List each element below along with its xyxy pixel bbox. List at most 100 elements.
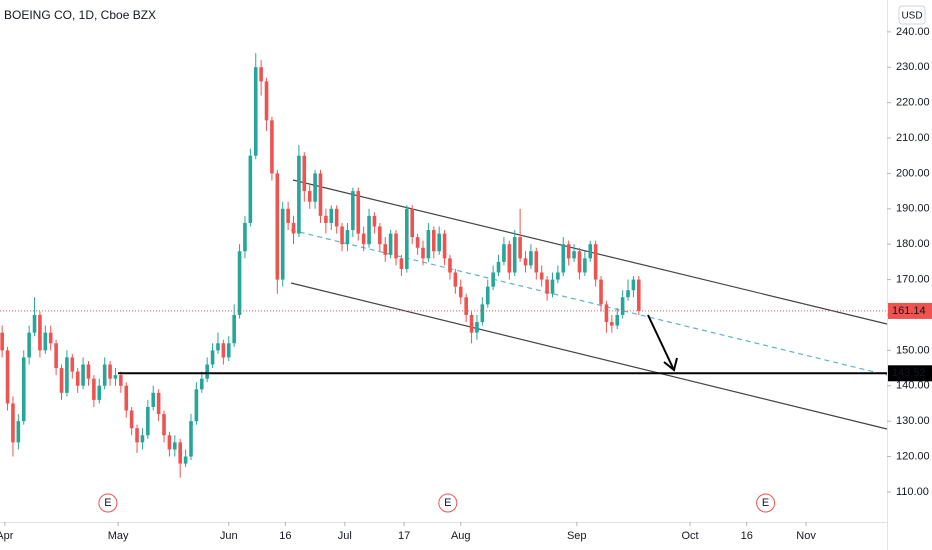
candle-body [291, 222, 296, 234]
candle-body [27, 332, 31, 358]
candle-body [54, 343, 58, 369]
y-tick-label: 150.00 [896, 344, 930, 356]
earnings-marker [438, 493, 458, 513]
candle-body [113, 375, 118, 379]
candle-body [491, 272, 495, 287]
earnings-marker [98, 493, 118, 513]
arrow-head [663, 357, 678, 372]
candle-body [329, 208, 334, 223]
candle-body [102, 364, 107, 386]
candle-body [151, 392, 156, 407]
candle-body [345, 230, 350, 245]
candle-body [221, 343, 226, 358]
candle-body [502, 244, 506, 262]
candle-body [318, 173, 323, 216]
candle-body [199, 378, 204, 390]
candle-body [610, 322, 614, 326]
candle-body [626, 290, 630, 298]
candle-body [324, 215, 328, 223]
candle-body [523, 258, 528, 266]
candle-body [539, 272, 544, 280]
candle-body [162, 414, 166, 436]
candle-body [485, 286, 490, 305]
candle-body [534, 251, 539, 273]
candle-body [593, 244, 598, 280]
candle-body [156, 392, 161, 415]
candle-body [232, 314, 236, 344]
candle-body [448, 258, 452, 273]
candle-body [383, 244, 388, 255]
candle-body [453, 272, 458, 287]
candle-body [280, 208, 285, 280]
candle-body [216, 343, 220, 351]
y-tick-label: 240.00 [896, 26, 930, 38]
x-tick-label: Sep [567, 530, 587, 542]
candle-body [356, 191, 361, 234]
candle-body [512, 237, 517, 273]
candle-body [577, 251, 582, 273]
earnings-label: E [444, 497, 451, 509]
x-tick-label: 17 [398, 530, 410, 542]
candle-body [361, 233, 366, 245]
candle-body [561, 244, 566, 273]
candle-body [237, 251, 242, 315]
candle-body [183, 456, 188, 464]
currency-box[interactable] [898, 5, 926, 25]
y-tick-label: 210.00 [896, 132, 930, 144]
candle-body [70, 357, 75, 372]
x-tick-label: May [108, 530, 129, 542]
candle-body [259, 67, 263, 82]
candle-body [458, 286, 463, 298]
candle-body [437, 233, 441, 252]
y-tick-label: 220.00 [896, 97, 930, 109]
candle-body [59, 368, 64, 393]
candle-body [243, 222, 247, 252]
candle-body [205, 364, 209, 379]
candle-body [146, 406, 150, 436]
candle-body [32, 314, 37, 333]
candle-body [615, 314, 620, 326]
candle-body [556, 272, 560, 280]
chart-title: BOEING CO, 1D, Cboe BZX [4, 8, 156, 22]
candle-body [604, 304, 609, 323]
candle-body [119, 375, 123, 386]
x-tick-label: 16 [279, 530, 291, 542]
earnings-label: E [762, 497, 769, 509]
candle-body [637, 279, 641, 311]
candle-body [388, 233, 393, 255]
candle-body [253, 67, 258, 156]
candle-body [631, 279, 636, 291]
candle-body [302, 155, 307, 192]
candle-body [81, 364, 85, 386]
candle-body [518, 237, 522, 259]
candle-body [394, 233, 398, 259]
candle-body [43, 332, 48, 351]
x-tick-label: Jun [220, 530, 238, 542]
candle-body [351, 191, 355, 231]
candle-body [129, 410, 134, 429]
x-tick-label: Oct [682, 530, 699, 542]
y-tick-label: 170.00 [896, 273, 930, 285]
x-tick-label: Jul [338, 530, 352, 542]
candle-body [124, 385, 129, 411]
candle-body [442, 233, 447, 259]
y-tick-label: 140.00 [896, 380, 930, 392]
candle-body [21, 357, 26, 422]
price-label: 161.14 [892, 305, 926, 317]
candle-body [16, 421, 21, 443]
candle-body [372, 215, 377, 227]
candle-body [178, 442, 183, 464]
candle-body [189, 421, 193, 457]
y-tick-label: 130.00 [896, 415, 930, 427]
candle-body [167, 435, 172, 450]
candle-body [426, 230, 431, 259]
earnings-marker [756, 493, 776, 513]
candle-body [248, 155, 253, 223]
y-tick-label: 190.00 [896, 203, 930, 215]
arrow [647, 314, 674, 369]
candle-body [550, 279, 555, 294]
candle-body [572, 251, 576, 259]
y-tick-label: 230.00 [896, 61, 930, 73]
